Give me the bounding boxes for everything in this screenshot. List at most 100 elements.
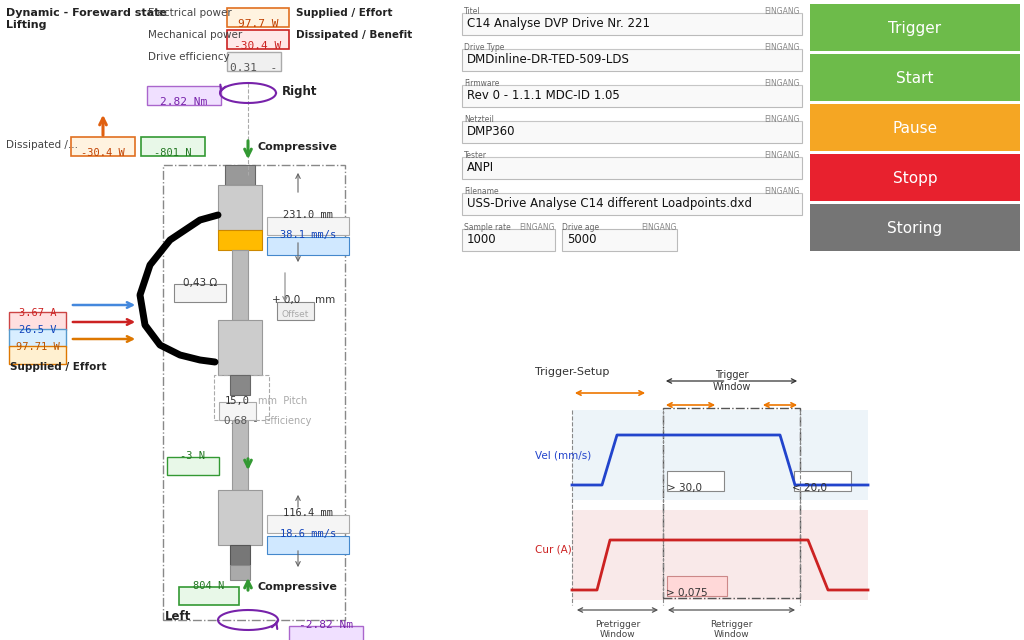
Text: -2.82 Nm: -2.82 Nm [299, 620, 353, 630]
Text: 116.4 mm: 116.4 mm [283, 508, 333, 518]
Text: > 0,075: > 0,075 [666, 588, 708, 598]
Text: -801 N: -801 N [155, 148, 191, 158]
Bar [810, 104, 1020, 151]
Text: Electrical power: Electrical power [148, 8, 231, 18]
Text: 3.67 A: 3.67 A [18, 308, 56, 318]
FancyBboxPatch shape [227, 52, 281, 71]
Text: 97.71 W: 97.71 W [15, 342, 59, 352]
Text: 0,43 Ω: 0,43 Ω [183, 278, 217, 288]
Text: 804 N: 804 N [194, 581, 224, 591]
Text: 1000: 1000 [467, 233, 497, 246]
Bar [218, 490, 262, 545]
FancyBboxPatch shape [667, 576, 727, 596]
Text: Pause: Pause [893, 121, 938, 136]
FancyBboxPatch shape [267, 217, 349, 235]
Text: 5000: 5000 [567, 233, 597, 246]
FancyBboxPatch shape [179, 587, 239, 605]
FancyBboxPatch shape [267, 515, 349, 533]
Bar [462, 193, 802, 215]
Text: Tester: Tester [464, 151, 487, 160]
Bar [230, 565, 250, 580]
Text: mm  Pitch: mm Pitch [258, 396, 307, 406]
Text: > 30,0: > 30,0 [667, 483, 702, 493]
FancyBboxPatch shape [71, 137, 135, 156]
Bar [230, 375, 250, 395]
Text: Efficiency: Efficiency [258, 416, 311, 426]
Text: EINGANG: EINGANG [765, 187, 800, 196]
FancyBboxPatch shape [227, 8, 289, 27]
Text: 26.5 V: 26.5 V [18, 325, 56, 335]
FancyBboxPatch shape [9, 346, 66, 364]
Text: 0.31  -: 0.31 - [230, 63, 278, 73]
FancyBboxPatch shape [167, 457, 219, 475]
Bar [462, 157, 802, 179]
Text: Offset: Offset [282, 310, 308, 319]
FancyBboxPatch shape [278, 302, 314, 320]
FancyBboxPatch shape [9, 329, 66, 347]
Text: Dissipated / Benefit: Dissipated / Benefit [296, 30, 413, 40]
Text: 2.82 Nm: 2.82 Nm [161, 97, 208, 107]
FancyBboxPatch shape [794, 471, 851, 491]
FancyBboxPatch shape [147, 86, 221, 105]
Text: EINGANG: EINGANG [519, 223, 555, 232]
Bar [462, 121, 802, 143]
Bar [462, 13, 802, 35]
Bar [810, 204, 1020, 251]
Text: Firmware: Firmware [464, 79, 500, 88]
Text: Storing: Storing [888, 221, 942, 236]
FancyBboxPatch shape [219, 402, 256, 420]
Text: Drive age: Drive age [562, 223, 599, 232]
Text: -3 N: -3 N [180, 451, 206, 461]
Text: 15,0: 15,0 [224, 396, 250, 406]
FancyBboxPatch shape [267, 536, 349, 554]
Text: Retrigger
Window: Retrigger Window [711, 620, 753, 639]
Text: + 0,0: + 0,0 [272, 295, 300, 305]
Text: EINGANG: EINGANG [765, 151, 800, 160]
Bar [572, 410, 868, 500]
FancyBboxPatch shape [141, 137, 205, 156]
Bar [810, 54, 1020, 101]
Bar [663, 408, 800, 598]
FancyBboxPatch shape [267, 237, 349, 255]
Text: EINGANG: EINGANG [765, 79, 800, 88]
Text: mm: mm [315, 295, 335, 305]
Text: Sample rate: Sample rate [464, 223, 511, 232]
Bar [462, 49, 802, 71]
Text: Drive efficiency: Drive efficiency [148, 52, 229, 62]
Text: Compressive: Compressive [258, 582, 338, 592]
Text: Mechanical power: Mechanical power [148, 30, 243, 40]
Text: 38.1 mm/s: 38.1 mm/s [280, 230, 336, 240]
Text: C14 Analyse DVP Drive Nr. 221: C14 Analyse DVP Drive Nr. 221 [467, 17, 650, 30]
Bar [225, 165, 255, 185]
Text: 0.68  -: 0.68 - [224, 416, 257, 426]
Bar [218, 230, 262, 250]
Bar [218, 185, 262, 230]
Text: ANPI: ANPI [467, 161, 495, 174]
Bar [572, 510, 868, 600]
Bar [462, 85, 802, 107]
Text: 97.7 W: 97.7 W [238, 19, 279, 29]
FancyBboxPatch shape [227, 30, 289, 49]
Text: Rev 0 - 1.1.1 MDC-ID 1.05: Rev 0 - 1.1.1 MDC-ID 1.05 [467, 89, 620, 102]
Text: -30.4 W: -30.4 W [234, 41, 282, 51]
Text: EINGANG: EINGANG [641, 223, 677, 232]
Text: Netzteil: Netzteil [464, 115, 494, 124]
Text: Compressive: Compressive [258, 142, 338, 152]
Bar [232, 250, 248, 320]
Text: Right: Right [282, 84, 317, 97]
Text: Left: Left [165, 610, 191, 623]
Text: 18.6 mm/s: 18.6 mm/s [280, 529, 336, 539]
FancyBboxPatch shape [289, 626, 362, 640]
FancyBboxPatch shape [667, 471, 724, 491]
Text: Titel: Titel [464, 7, 480, 16]
Text: USS-Drive Analyse C14 different Loadpoints.dxd: USS-Drive Analyse C14 different Loadpoin… [467, 197, 752, 210]
Text: Lifting: Lifting [6, 20, 46, 30]
Text: Stopp: Stopp [893, 171, 937, 186]
Text: Drive Type: Drive Type [464, 43, 505, 52]
Text: DMDinline-DR-TED-509-LDS: DMDinline-DR-TED-509-LDS [467, 53, 630, 66]
Text: Supplied / Effort: Supplied / Effort [296, 8, 392, 18]
Bar [214, 375, 269, 420]
Bar [163, 165, 345, 620]
Text: EINGANG: EINGANG [765, 115, 800, 124]
Text: Pretrigger
Window: Pretrigger Window [595, 620, 640, 639]
